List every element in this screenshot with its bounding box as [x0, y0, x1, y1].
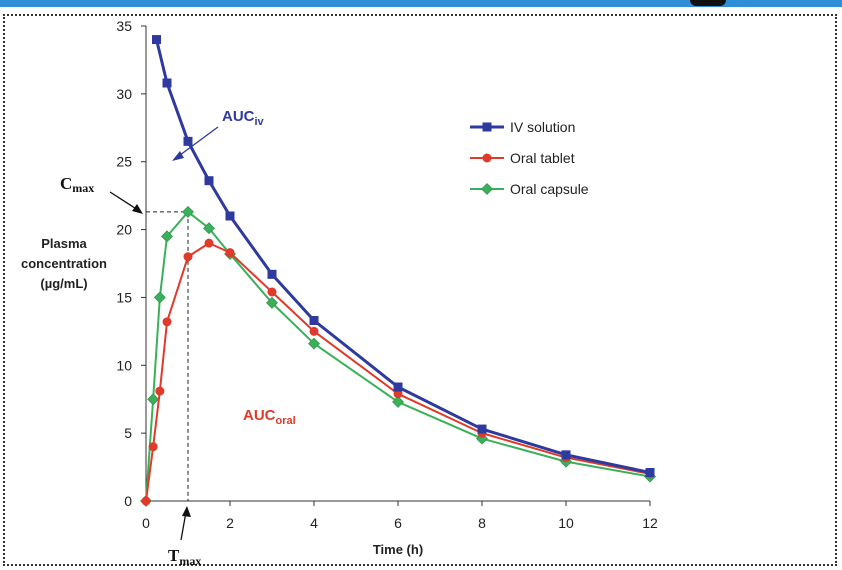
legend-swatch-marker [482, 153, 492, 163]
x-tick-label: 4 [310, 515, 318, 531]
data-point-oral-tablet [309, 326, 319, 336]
data-point-iv-solution [477, 424, 487, 434]
data-point-oral-tablet [267, 287, 277, 297]
chart-frame [3, 14, 837, 566]
data-point-oral-capsule [392, 396, 404, 408]
tmax-label: Tmax [168, 546, 201, 568]
x-tick-label: 0 [142, 515, 150, 531]
series-iv-solution [152, 35, 655, 477]
auc-oral-label: AUCoral [243, 407, 296, 427]
auc-iv-arrow [175, 126, 219, 159]
data-point-oral-capsule [147, 393, 160, 406]
data-point-iv-solution [225, 211, 235, 221]
cmax-label: Cmax [60, 174, 94, 195]
legend-item-iv-solution: IV solution [470, 119, 575, 135]
auc-oral-main: AUC [243, 407, 276, 424]
y-axis-title-line-1: Plasma [41, 236, 87, 251]
tmax-arrow [180, 511, 187, 541]
legend-swatch-marker [481, 183, 493, 195]
data-point-iv-solution [393, 382, 403, 392]
cmax-arrowhead [132, 204, 143, 214]
x-axis-title: Time (h) [373, 542, 423, 557]
series-oral-capsule [140, 206, 656, 507]
data-point-oral-capsule [266, 296, 278, 309]
cmax-sub: max [72, 181, 94, 195]
top-accent-bar [0, 0, 842, 7]
y-axis-title-line-2: concentration [21, 256, 107, 271]
legend-label: Oral capsule [510, 181, 589, 197]
data-point-oral-capsule [161, 230, 173, 243]
data-point-iv-solution [183, 136, 193, 146]
axes: 0 5 10 15 20 25 30 35 0 2 4 6 8 10 12 [116, 18, 658, 531]
data-point-oral-capsule [153, 291, 166, 304]
tmax-sub: max [179, 554, 201, 568]
series-layer [140, 35, 656, 507]
y-tick-label: 15 [116, 289, 132, 305]
data-point-oral-tablet [393, 389, 403, 399]
y-tick-label: 5 [124, 425, 132, 441]
y-tick-label: 20 [116, 222, 132, 238]
data-point-oral-tablet [204, 238, 214, 248]
y-tick-label: 30 [116, 86, 132, 102]
tmax-arrowhead [182, 506, 191, 517]
cmax-arrow [109, 191, 139, 211]
series-oral-tablet [141, 238, 655, 506]
x-tick-label: 2 [226, 515, 234, 531]
auc-iv-label: AUCiv [222, 108, 265, 128]
auc-iv-arrowhead [172, 151, 184, 161]
data-point-iv-solution [204, 176, 214, 186]
data-point-oral-capsule [182, 206, 194, 218]
data-point-iv-solution [561, 450, 571, 460]
data-point-iv-solution [152, 35, 161, 45]
cmax-main: C [60, 174, 72, 193]
x-tick-label: 8 [478, 515, 486, 531]
data-point-iv-solution [162, 78, 172, 88]
legend-item-oral-capsule: Oral capsule [470, 181, 589, 197]
data-point-oral-tablet [162, 317, 172, 327]
data-point-oral-tablet [148, 442, 158, 452]
data-point-iv-solution [645, 468, 655, 477]
y-axis-title-line-3: (µg/mL) [40, 276, 87, 291]
tmax-main: T [168, 546, 180, 565]
legend-swatch-marker [482, 122, 492, 132]
legend-label: IV solution [510, 119, 575, 135]
data-point-iv-solution [309, 316, 319, 325]
auc-oral-sub: oral [276, 415, 296, 427]
legend-label: Oral tablet [510, 150, 575, 166]
y-tick-label: 25 [116, 154, 132, 170]
legend-item-oral-tablet: Oral tablet [470, 150, 575, 166]
y-tick-label: 10 [116, 357, 132, 373]
data-point-oral-tablet [225, 248, 235, 258]
data-point-oral-tablet [141, 496, 151, 506]
auc-iv-sub: iv [255, 116, 265, 128]
legend: IV solution Oral tablet Oral capsule [470, 119, 589, 197]
y-tick-label: 0 [124, 493, 132, 509]
top-decoration [690, 0, 726, 6]
y-tick-label: 35 [116, 18, 132, 34]
data-point-oral-tablet [183, 252, 193, 262]
x-tick-label: 10 [558, 515, 574, 531]
data-point-oral-capsule [308, 337, 320, 350]
auc-iv-main: AUC [222, 108, 255, 125]
data-point-oral-tablet [155, 386, 165, 396]
x-tick-label: 6 [394, 515, 402, 531]
x-tick-label: 12 [642, 515, 658, 531]
data-point-iv-solution [267, 269, 277, 279]
data-point-oral-capsule [203, 222, 215, 235]
